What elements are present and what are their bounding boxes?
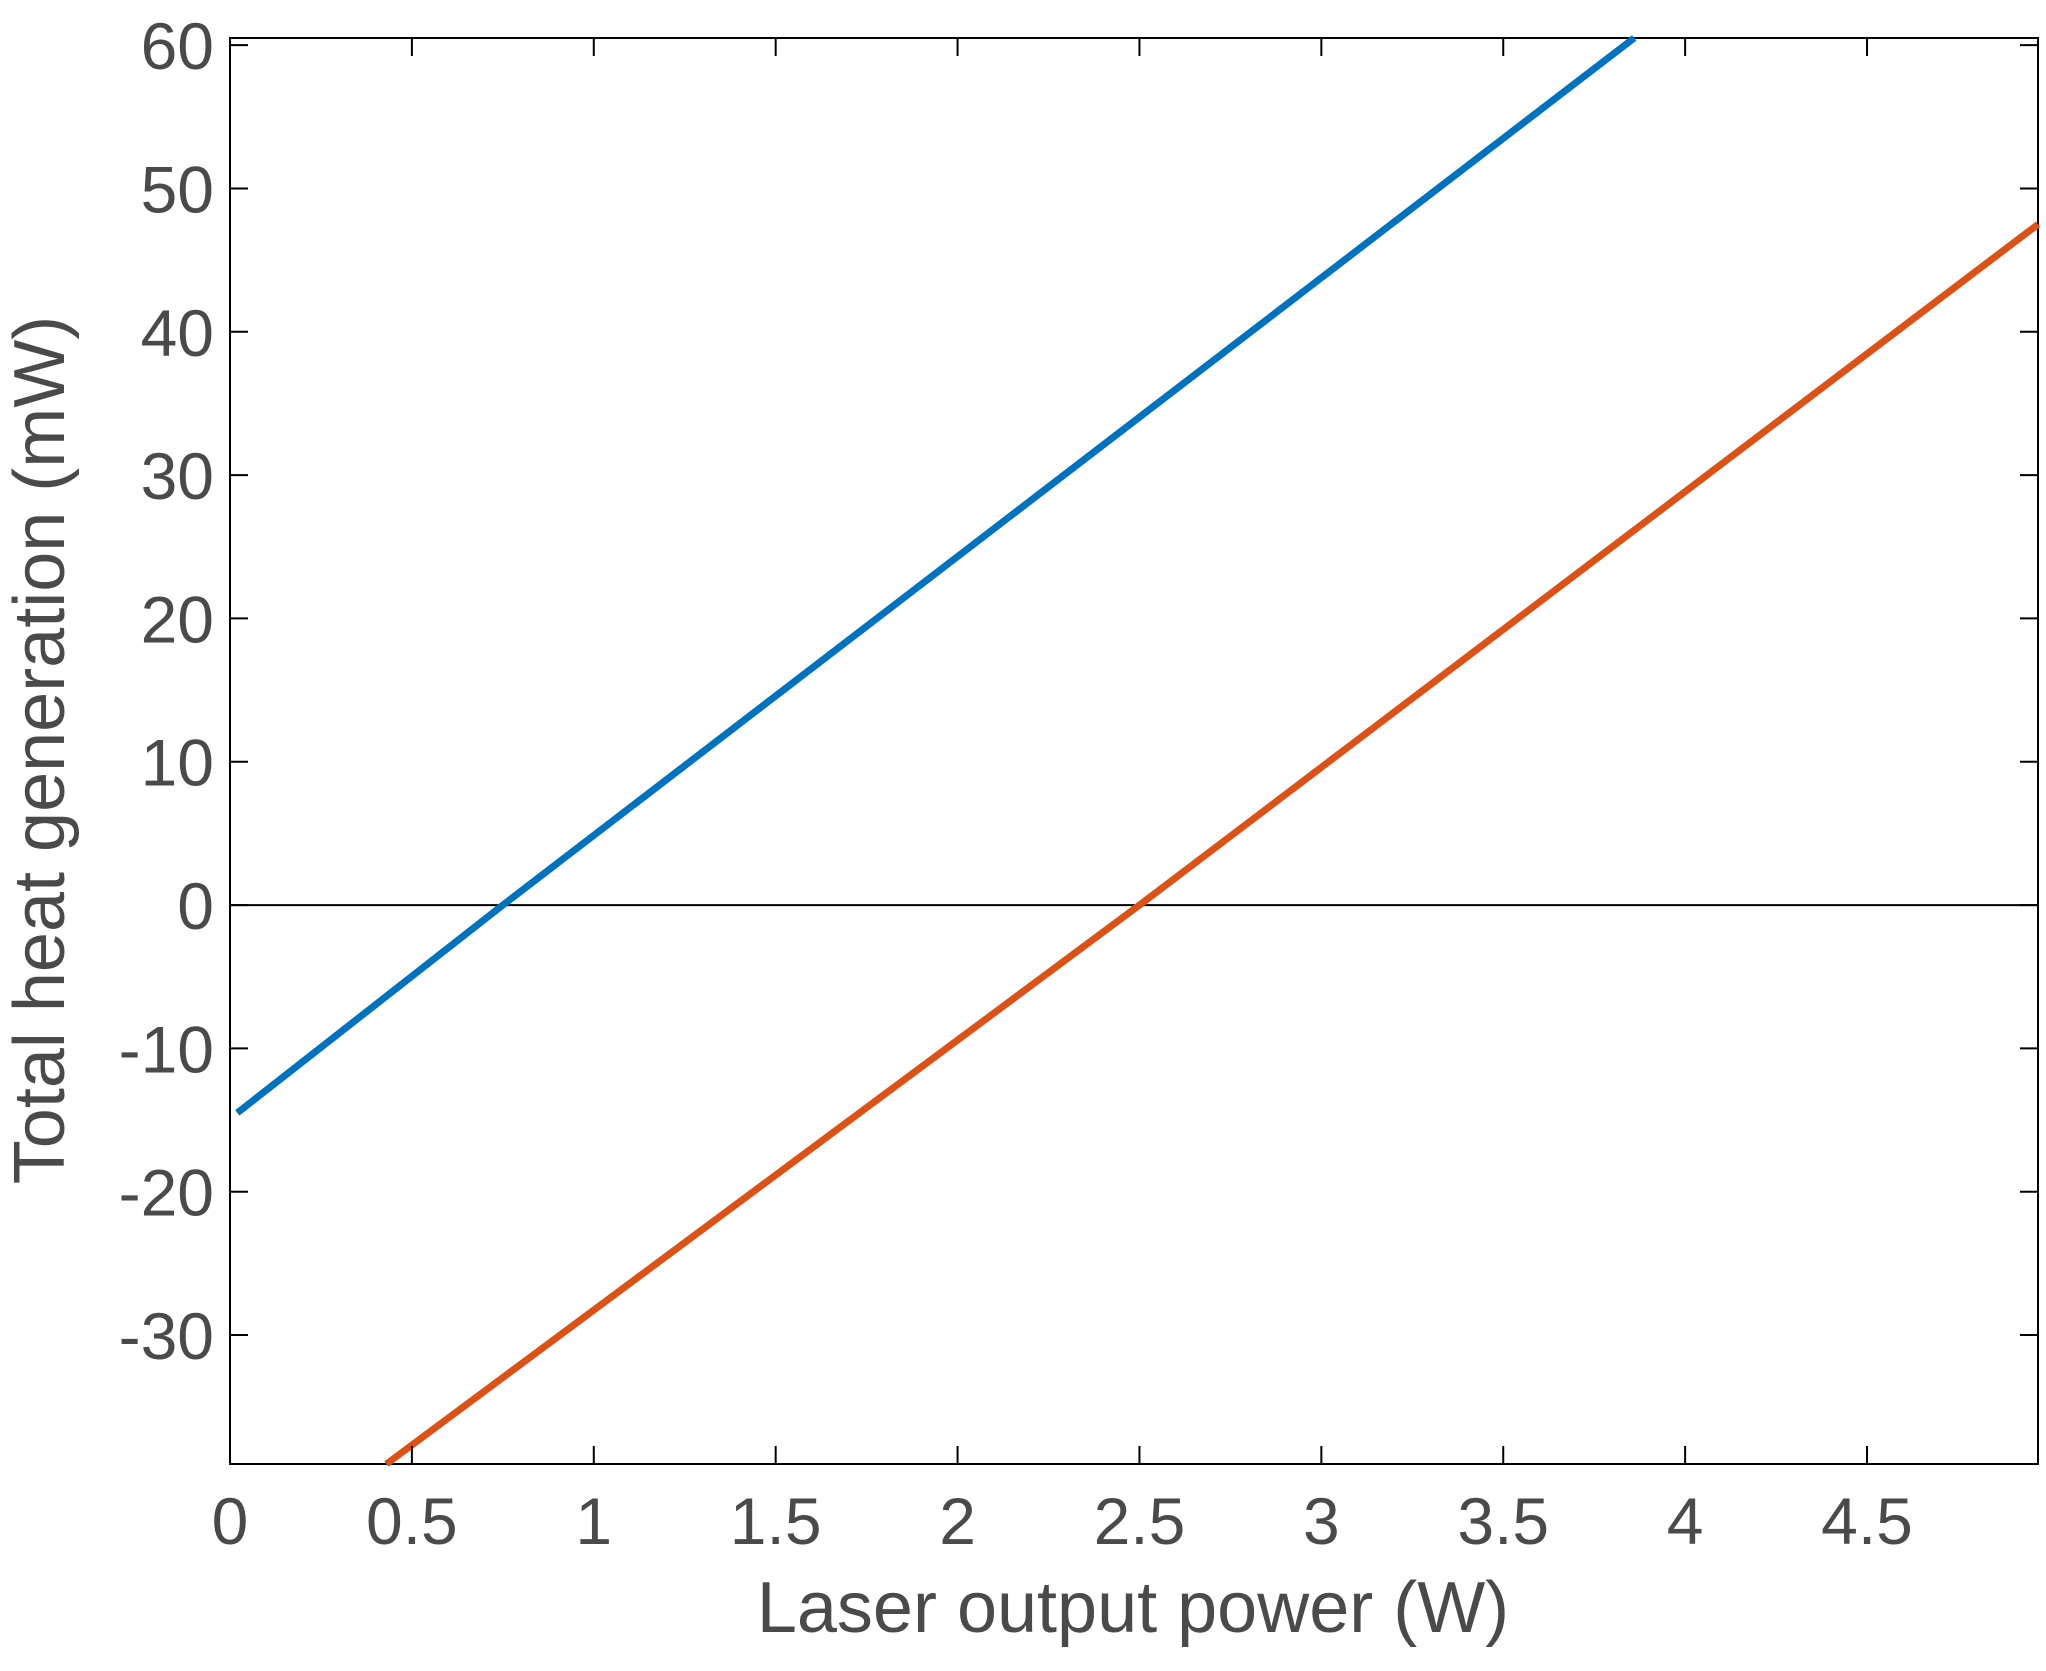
- x-tick-label: 4.5: [1821, 1484, 1913, 1558]
- series-line-2: [384, 221, 2041, 1467]
- ticks-layer: 0 0.5 1 1.5 2 2.5 3 3.5 4 4.5 -30 -20 -10 0 10 20 30 40 50…: [119, 9, 2038, 1558]
- y-tick-label: 20: [141, 582, 214, 656]
- labels-layer: Laser output power (W) Total heat genera…: [0, 316, 1509, 1648]
- y-tick-label: 50: [141, 152, 214, 226]
- y-tick-label: 60: [141, 9, 214, 83]
- series-line-1: [235, 35, 1637, 1116]
- y-tick-label: -30: [119, 1299, 214, 1373]
- x-tick-label: 2.5: [1094, 1484, 1186, 1558]
- plot-frame: [229, 37, 2039, 1465]
- x-tick-label: 3.5: [1457, 1484, 1549, 1558]
- x-tick-label: 1.5: [730, 1484, 822, 1558]
- x-tick-label: 2: [939, 1484, 976, 1558]
- y-tick-label: 0: [177, 869, 214, 943]
- y-tick-label: -10: [119, 1012, 214, 1086]
- x-tick-label: 0.5: [366, 1484, 458, 1558]
- y-tick-label: -20: [119, 1156, 214, 1230]
- x-axis-label: Laser output power (W): [757, 1568, 1509, 1648]
- plot-area: [229, 37, 2039, 1465]
- y-axis-label: Total heat generation (mW): [0, 316, 80, 1184]
- x-tick-label: 4: [1667, 1484, 1704, 1558]
- x-tick-label: 3: [1303, 1484, 1340, 1558]
- y-tick-label: 30: [141, 439, 214, 513]
- x-tick-label: 1: [575, 1484, 612, 1558]
- x-tick-label: 0: [212, 1484, 249, 1558]
- series-layer: [235, 35, 2041, 1467]
- y-tick-label: 40: [141, 296, 214, 370]
- y-tick-label: 10: [141, 726, 214, 800]
